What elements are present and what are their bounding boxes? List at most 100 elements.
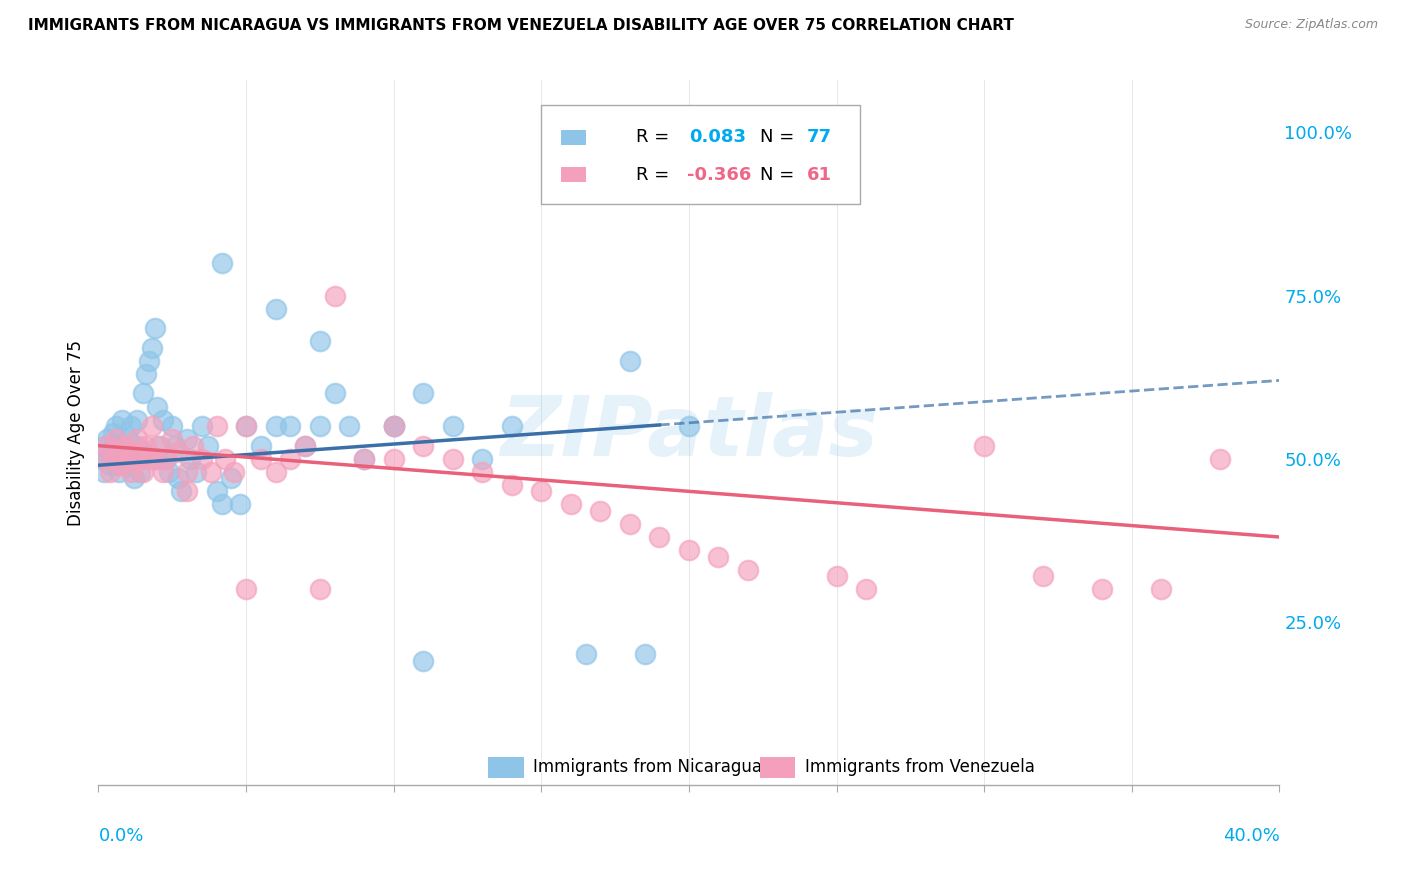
Point [412, 439, 434, 453]
Point [191, 419, 214, 434]
Point [1209, 451, 1232, 466]
Point [973, 439, 995, 453]
Text: ZIPatlas: ZIPatlas [501, 392, 877, 473]
Y-axis label: Disability Age Over 75: Disability Age Over 75 [66, 340, 84, 525]
Point [224, 465, 246, 479]
Point [143, 451, 166, 466]
Point [211, 497, 233, 511]
Point [441, 419, 464, 434]
Text: Source: ZipAtlas.com: Source: ZipAtlas.com [1244, 18, 1378, 31]
Point [146, 451, 169, 466]
Point [141, 419, 163, 434]
Point [111, 412, 134, 426]
Point [162, 432, 183, 446]
Point [339, 419, 361, 434]
Point [441, 451, 464, 466]
Text: IMMIGRANTS FROM NICARAGUA VS IMMIGRANTS FROM VENEZUELA DISABILITY AGE OVER 75 CO: IMMIGRANTS FROM NICARAGUA VS IMMIGRANTS … [28, 18, 1014, 33]
Point [128, 465, 150, 479]
Point [1150, 582, 1173, 597]
Point [678, 419, 700, 434]
Point [117, 451, 139, 466]
Point [619, 516, 641, 531]
Point [90, 451, 112, 466]
Point [179, 451, 201, 466]
Point [98, 458, 121, 473]
Point [235, 582, 257, 597]
Point [120, 419, 142, 434]
Point [96, 439, 118, 453]
Point [1091, 582, 1114, 597]
Point [471, 451, 494, 466]
Point [152, 412, 174, 426]
Point [181, 439, 204, 453]
Point [96, 451, 118, 466]
Point [105, 458, 128, 473]
Point [200, 465, 222, 479]
Point [280, 451, 302, 466]
Point [152, 465, 174, 479]
Point [141, 341, 163, 355]
Point [184, 465, 207, 479]
Text: Immigrants from Nicaragua: Immigrants from Nicaragua [533, 758, 762, 776]
Point [471, 465, 494, 479]
Point [855, 582, 877, 597]
Point [264, 301, 287, 316]
Point [264, 465, 287, 479]
Point [221, 471, 243, 485]
Text: 61: 61 [807, 166, 832, 184]
Point [98, 465, 121, 479]
Point [128, 451, 150, 466]
Point [93, 465, 115, 479]
Point [93, 439, 115, 453]
Text: R =: R = [636, 166, 669, 184]
Point [229, 497, 252, 511]
Point [309, 419, 332, 434]
Point [250, 451, 273, 466]
Text: 0.0%: 0.0% [98, 827, 143, 846]
Point [155, 451, 177, 466]
Point [353, 451, 375, 466]
Point [707, 549, 730, 564]
Point [294, 439, 316, 453]
Point [648, 530, 671, 544]
Point [264, 419, 287, 434]
Point [250, 439, 273, 453]
Point [191, 451, 214, 466]
Point [103, 439, 125, 453]
Point [214, 451, 236, 466]
Point [412, 654, 434, 668]
Point [165, 439, 187, 453]
FancyBboxPatch shape [561, 129, 586, 145]
Point [155, 451, 177, 466]
Point [309, 582, 332, 597]
Point [132, 445, 155, 459]
Point [146, 439, 169, 453]
Point [120, 445, 142, 459]
Point [117, 451, 139, 466]
Point [111, 458, 134, 473]
Point [323, 288, 346, 302]
Text: N =: N = [759, 128, 794, 146]
Point [382, 419, 405, 434]
Point [105, 432, 128, 446]
Point [146, 400, 169, 414]
Point [176, 484, 198, 499]
Text: N =: N = [759, 166, 794, 184]
Point [235, 419, 257, 434]
Point [501, 478, 523, 492]
Point [170, 484, 193, 499]
Point [98, 445, 121, 459]
Point [125, 412, 148, 426]
Text: Immigrants from Venezuela: Immigrants from Venezuela [804, 758, 1035, 776]
Point [138, 451, 160, 466]
Point [167, 445, 190, 459]
Text: R =: R = [636, 128, 669, 146]
Point [122, 471, 145, 485]
Point [176, 465, 198, 479]
Point [353, 451, 375, 466]
Point [108, 451, 131, 466]
Point [103, 425, 125, 440]
Point [114, 439, 136, 453]
Text: 40.0%: 40.0% [1223, 827, 1279, 846]
Point [120, 465, 142, 479]
